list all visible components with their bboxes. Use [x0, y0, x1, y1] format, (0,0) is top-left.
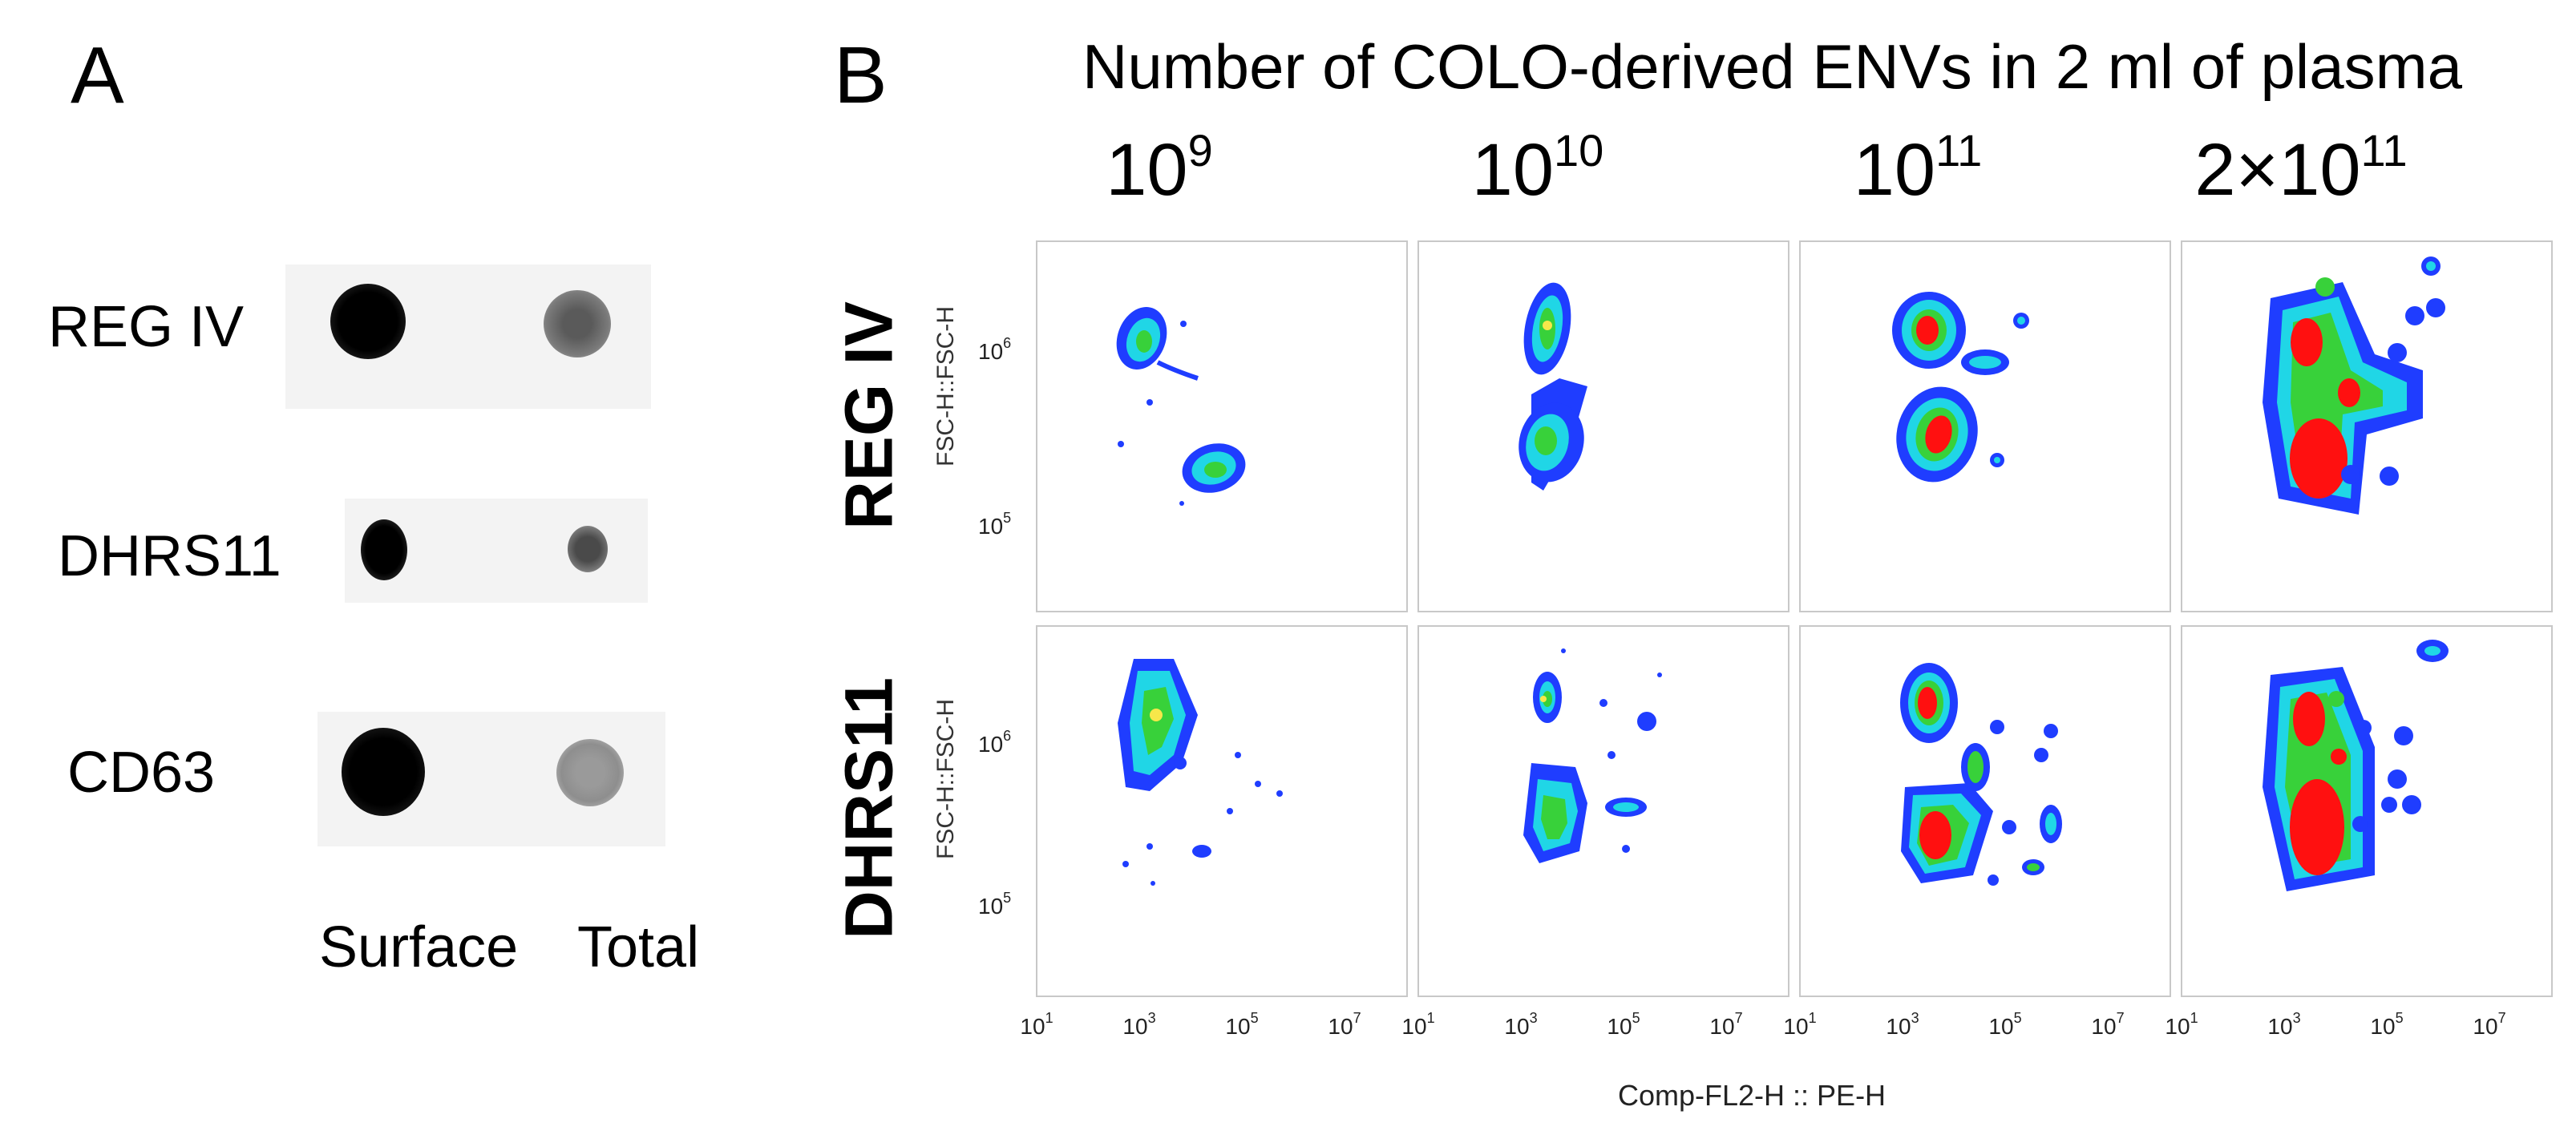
y-tick-1e6-row1: 106	[978, 335, 1012, 364]
blot-dot-total	[568, 526, 608, 572]
x-tick-1e3-col3: 103	[1886, 1010, 1919, 1039]
x-tick-1e7-col1: 107	[1328, 1010, 1361, 1039]
x-axis-label: Comp-FL2-H :: PE-H	[1618, 1079, 1887, 1112]
plot-reg-iv-1e9	[1036, 240, 1408, 612]
blot-dot-total	[544, 290, 611, 357]
blot-label-dhrs11: DHRS11	[58, 524, 281, 588]
density-plot	[2263, 256, 2445, 515]
density-plot	[1118, 659, 1283, 886]
blot-strip-reg-iv	[285, 265, 651, 409]
x-tick-1e3-col1: 103	[1122, 1010, 1156, 1039]
blot-column-surface: Surface	[319, 915, 519, 979]
blot-column-total: Total	[577, 915, 700, 979]
x-tick-1e1-col2: 101	[1401, 1010, 1435, 1039]
plot-reg-iv-1e11	[1799, 240, 2171, 612]
plot-dhrs11-1e9	[1036, 625, 1408, 997]
x-tick-1e1-col1: 101	[1020, 1010, 1053, 1039]
x-tick-1e3-col2: 103	[1504, 1010, 1538, 1039]
density-plot	[1116, 307, 1246, 506]
density-plot	[1519, 282, 1587, 491]
x-tick-1e5-col3: 105	[1988, 1010, 2022, 1039]
x-tick-1e1-col3: 101	[1783, 1010, 1817, 1039]
y-tick-1e5-row1: 105	[978, 510, 1012, 539]
y-tick-1e5-row2: 105	[978, 890, 1012, 919]
row-label-reg-iv: REG IV	[831, 301, 907, 530]
blot-label-reg-iv: REG IV	[48, 295, 245, 359]
panel-a-letter: A	[71, 30, 124, 120]
y-tick-1e6-row2: 106	[978, 728, 1012, 757]
density-plot	[1892, 292, 2029, 483]
blot-dot-surface	[361, 519, 407, 580]
plot-dhrs11-1e11	[1799, 625, 2171, 997]
blot-dot-total	[556, 739, 624, 806]
blot-strip-dhrs11	[345, 499, 648, 603]
x-tick-1e3-col4: 103	[2267, 1010, 2301, 1039]
blot-dot-surface	[342, 728, 425, 816]
column-header-1e9: 109	[1106, 125, 1213, 211]
plot-reg-iv-2e11	[2181, 240, 2553, 612]
blot-dot-surface	[330, 284, 406, 359]
y-axis-label-row1: FSC-H::FSC-H	[932, 306, 959, 466]
column-header-2e11: 2×1011	[2194, 125, 2408, 211]
density-plot	[2263, 640, 2449, 891]
x-tick-1e5-col4: 105	[2370, 1010, 2404, 1039]
plot-dhrs11-2e11	[2181, 625, 2553, 997]
panel-b-title: Number of COLO-derived ENVs in 2 ml of p…	[1082, 31, 2462, 102]
x-tick-1e5-col2: 105	[1607, 1010, 1640, 1039]
density-plot	[1900, 663, 2062, 886]
density-plot	[1523, 648, 1662, 863]
x-tick-1e7-col3: 107	[2091, 1010, 2125, 1039]
x-tick-1e7-col2: 107	[1709, 1010, 1743, 1039]
plot-reg-iv-1e10	[1417, 240, 1789, 612]
blot-strip-cd63	[317, 712, 665, 846]
plot-dhrs11-1e10	[1417, 625, 1789, 997]
row-label-dhrs11: DHRS11	[831, 677, 907, 939]
x-tick-1e5-col1: 105	[1225, 1010, 1259, 1039]
x-tick-1e7-col4: 107	[2473, 1010, 2506, 1039]
x-tick-1e1-col4: 101	[2165, 1010, 2198, 1039]
column-header-1e11: 1011	[1853, 125, 1983, 211]
panel-b-letter: B	[834, 30, 888, 120]
blot-label-cd63: CD63	[67, 741, 216, 805]
y-axis-label-row2: FSC-H::FSC-H	[932, 699, 959, 859]
column-header-1e10: 1010	[1471, 125, 1604, 211]
